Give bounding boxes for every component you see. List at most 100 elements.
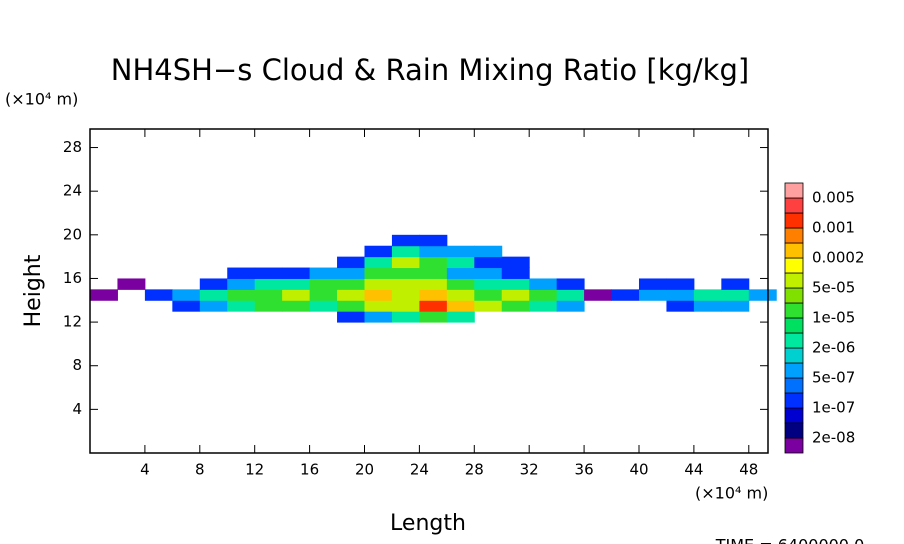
- colorbar-box: [784, 347, 804, 364]
- field-cell: [391, 278, 420, 290]
- field-cell: [199, 289, 228, 301]
- field-cell: [172, 300, 201, 312]
- x-tick-label: 36: [575, 461, 594, 479]
- x-tick-label: 8: [195, 461, 205, 479]
- x-tick-label: 32: [520, 461, 539, 479]
- field-cell: [666, 278, 695, 290]
- field-cell: [693, 289, 722, 301]
- field-cell: [446, 245, 475, 258]
- field-cell: [446, 289, 475, 301]
- field-cell: [419, 311, 448, 323]
- colorbar-box: [784, 317, 804, 334]
- field-cell: [364, 300, 393, 312]
- y-tick-label: 28: [63, 138, 82, 156]
- field-cell: [501, 289, 530, 301]
- x-tick-label: 28: [465, 461, 484, 479]
- x-axis-label: Length: [390, 511, 466, 536]
- field-cell: [391, 311, 420, 323]
- x-tick-label: 4: [140, 461, 150, 479]
- y-axis-label: Height: [21, 254, 46, 327]
- field-cell: [172, 289, 201, 301]
- field-cell: [556, 300, 585, 312]
- colorbar-label: 0.001: [812, 219, 855, 237]
- field-cell: [501, 267, 530, 279]
- field-cell: [446, 278, 475, 290]
- colorbar-box: [784, 422, 804, 439]
- field-cell: [693, 300, 722, 312]
- field-cell: [337, 256, 365, 269]
- field-cell: [529, 289, 558, 301]
- field-cell: [474, 289, 503, 301]
- field-cell: [227, 289, 256, 301]
- field-cell: [199, 278, 228, 290]
- y-unit: (×10⁴ m): [5, 90, 78, 109]
- y-tick-label: 12: [63, 313, 82, 331]
- field-cell: [227, 300, 256, 312]
- colorbar-box: [784, 287, 804, 304]
- colorbar-label: 1e-05: [812, 309, 855, 327]
- field-cell: [364, 289, 393, 301]
- field-cell: [337, 289, 365, 301]
- x-unit: (×10⁴ m): [695, 484, 768, 503]
- field-cell: [90, 289, 118, 301]
- field-cell: [391, 245, 420, 258]
- field-cell: [282, 278, 311, 290]
- field-cell: [337, 267, 365, 279]
- colorbar-label: 0.0002: [812, 249, 865, 267]
- colorbar-box: [784, 377, 804, 394]
- field-cell: [227, 267, 256, 279]
- field-cell: [556, 278, 585, 290]
- field-cell: [364, 311, 393, 323]
- field-cell: [474, 245, 503, 258]
- y-tick-label: 24: [63, 182, 82, 200]
- field-cell: [282, 289, 311, 301]
- field-cell: [666, 289, 695, 301]
- field-cell: [474, 278, 503, 290]
- colorbar-box: [784, 302, 804, 319]
- y-tick-label: 16: [63, 269, 82, 287]
- x-tick-label: 12: [245, 461, 264, 479]
- field-cell: [529, 300, 558, 312]
- colorbar-box: [784, 272, 804, 289]
- field-cell: [556, 289, 585, 301]
- field-cell: [446, 256, 475, 269]
- colorbar-box: [784, 407, 804, 424]
- field-cell: [144, 289, 173, 301]
- field-cell: [391, 234, 420, 247]
- field-cell: [254, 267, 283, 279]
- field-cell: [501, 300, 530, 312]
- colorbar-label: 5e-05: [812, 279, 855, 297]
- y-tick-label: 20: [63, 225, 82, 243]
- footer: TIME = 6400000.0: [715, 536, 865, 544]
- colorbar-box: [784, 392, 804, 409]
- field-cell: [391, 289, 420, 301]
- field-cell: [446, 267, 475, 279]
- field-cell: [666, 300, 695, 312]
- field-cell: [501, 256, 530, 269]
- plot-frame: [89, 128, 769, 454]
- field-cell: [446, 300, 475, 312]
- field-cell: [309, 289, 338, 301]
- field-cell: [474, 267, 503, 279]
- field-cell: [474, 256, 503, 269]
- field-cell: [474, 300, 503, 312]
- field-cell: [611, 289, 640, 301]
- colorbar-box: [784, 182, 804, 199]
- colorbar-box: [784, 257, 804, 274]
- colorbar-box: [784, 437, 804, 454]
- colorbar-label: 1e-07: [812, 399, 855, 417]
- y-tick-label: 8: [72, 356, 82, 374]
- chart-title: NH4SH−s Cloud & Rain Mixing Ratio [kg/kg…: [111, 53, 749, 87]
- field-cell: [364, 256, 393, 269]
- field-cell: [446, 311, 475, 323]
- colorbar-label: 5e-07: [812, 369, 855, 387]
- field-cell: [199, 300, 228, 312]
- field-cell: [364, 278, 393, 290]
- field-cell: [254, 300, 283, 312]
- x-tick-label: 20: [355, 461, 374, 479]
- colorbar-box: [784, 227, 804, 244]
- field-cell: [337, 278, 365, 290]
- x-tick-label: 44: [684, 461, 703, 479]
- field-cell: [254, 278, 283, 290]
- colorbar-label: 2e-06: [812, 339, 855, 357]
